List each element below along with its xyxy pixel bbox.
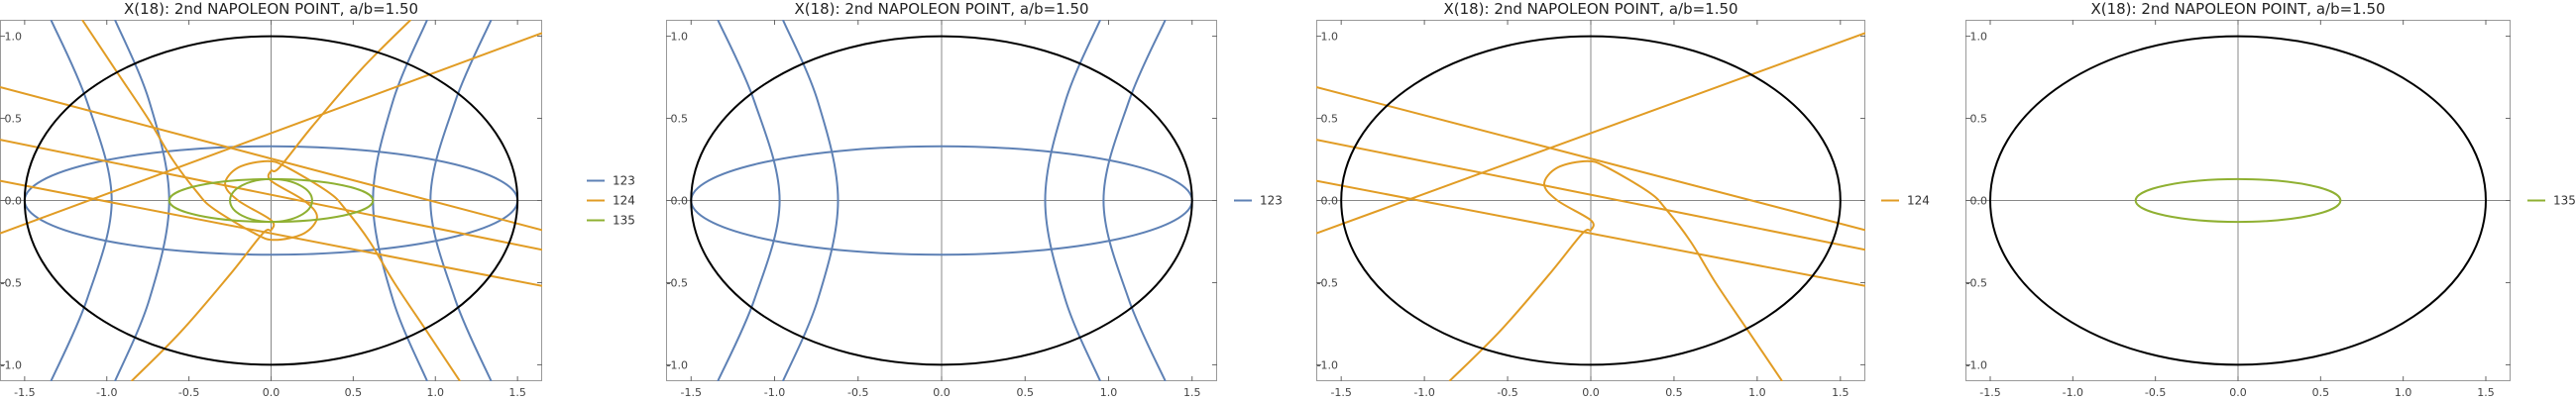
x-tick-label: 1.0 xyxy=(1100,386,1118,399)
y-tick-label: 0.5 xyxy=(1321,113,1339,126)
plot-area xyxy=(1316,32,1865,381)
series-124-line xyxy=(0,32,542,235)
legend-label-123: 123 xyxy=(613,174,635,188)
y-tick-label: 0.5 xyxy=(671,113,689,126)
chart-title: X(18): 2nd NAPOLEON POINT, a/b=1.50 xyxy=(1443,0,1737,18)
legend-label-124: 124 xyxy=(1907,194,1930,208)
legend-label-123: 123 xyxy=(1260,194,1283,208)
series-124-curve xyxy=(130,159,461,381)
x-tick-label: -1.0 xyxy=(2063,386,2083,399)
x-tick-label: -0.5 xyxy=(847,386,868,399)
legend-label-124: 124 xyxy=(613,194,635,208)
chart-title: X(18): 2nd NAPOLEON POINT, a/b=1.50 xyxy=(794,0,1088,18)
y-tick-label: -1.0 xyxy=(1966,358,1987,371)
x-tick-label: 1.0 xyxy=(427,386,445,399)
y-tick-label: 1.0 xyxy=(5,31,23,44)
legend-label-135: 135 xyxy=(613,214,635,228)
x-tick-label: -1.5 xyxy=(1979,386,2000,399)
x-tick-label: -1.0 xyxy=(764,386,785,399)
plot-area xyxy=(1989,35,2487,366)
reference-ellipse xyxy=(23,35,519,366)
y-tick-label: -1.0 xyxy=(1,358,22,371)
series-123-curve xyxy=(50,20,113,381)
series-135-ellipse-inner xyxy=(229,177,313,224)
series-124-line xyxy=(1316,86,1865,232)
y-tick-label: 1.0 xyxy=(1970,31,1988,44)
series-124-line xyxy=(1316,139,1865,251)
series-124-curve xyxy=(1448,159,1783,381)
series-124-line xyxy=(0,86,542,232)
series-123-curve xyxy=(717,20,781,381)
chart-panel-1: X(18): 2nd NAPOLEON POINT, a/b=1.50 -1.5 -… xyxy=(0,0,635,399)
y-tick-label: 0.0 xyxy=(5,195,23,208)
x-tick-label: -0.5 xyxy=(1497,386,1517,399)
series-124-line xyxy=(0,179,542,287)
x-tick-label: -1.5 xyxy=(1330,386,1351,399)
plot-area xyxy=(0,20,542,381)
series-124-line xyxy=(1316,179,1865,287)
x-tick-label: 0.5 xyxy=(1665,386,1683,399)
y-tick-label: -0.5 xyxy=(1966,276,1987,289)
y-tick-label: 1.0 xyxy=(671,31,689,44)
x-tick-label: -1.5 xyxy=(14,386,35,399)
reference-ellipse xyxy=(1340,35,1842,366)
x-tick-label: 0.5 xyxy=(345,386,363,399)
x-tick-label: -1.0 xyxy=(96,386,117,399)
chart-title: X(18): 2nd NAPOLEON POINT, a/b=1.50 xyxy=(124,0,418,18)
y-tick-label: -0.5 xyxy=(667,276,688,289)
y-tick-label: 0.5 xyxy=(5,113,23,126)
x-tick-label: 1.5 xyxy=(1183,386,1201,399)
reference-ellipse xyxy=(1989,35,2487,366)
x-tick-label: 1.0 xyxy=(2395,386,2412,399)
series-124-line xyxy=(1316,32,1865,235)
series-135-ellipse xyxy=(2134,177,2342,224)
y-tick-label: 0.5 xyxy=(1970,113,1988,126)
x-tick-label: 1.5 xyxy=(1832,386,1849,399)
series-124-curve xyxy=(81,20,412,242)
x-tick-label: 0.5 xyxy=(1016,386,1034,399)
series-123-curve xyxy=(781,20,840,381)
chart-title: X(18): 2nd NAPOLEON POINT, a/b=1.50 xyxy=(2090,0,2385,18)
y-tick-label: -1.0 xyxy=(1317,358,1338,371)
x-tick-label: 1.5 xyxy=(2477,386,2495,399)
x-tick-label: 1.5 xyxy=(508,386,526,399)
series-123-curve xyxy=(1102,20,1167,381)
chart-panel-4: X(18): 2nd NAPOLEON POINT, a/b=1.50 -1.5 -… xyxy=(1965,0,2576,399)
plot-area xyxy=(690,20,1193,381)
x-tick-label: 0.5 xyxy=(2312,386,2330,399)
chart-panel-2: X(18): 2nd NAPOLEON POINT, a/b=1.50 -1.5 -… xyxy=(666,0,1283,399)
x-tick-label: 0.0 xyxy=(2229,386,2247,399)
x-tick-label: -1.5 xyxy=(681,386,702,399)
legend-label-135: 135 xyxy=(2553,194,2576,208)
series-124-line xyxy=(0,139,542,251)
y-tick-label: 0.0 xyxy=(1321,195,1339,208)
x-tick-label: 0.0 xyxy=(933,386,951,399)
chart-panel-3: X(18): 2nd NAPOLEON POINT, a/b=1.50 -1.5 -… xyxy=(1316,0,1930,399)
y-tick-label: 0.0 xyxy=(671,195,689,208)
x-tick-label: -1.0 xyxy=(1413,386,1434,399)
x-tick-label: -0.5 xyxy=(178,386,199,399)
y-tick-label: -0.5 xyxy=(1,276,22,289)
y-tick-label: -0.5 xyxy=(1317,276,1338,289)
x-tick-label: 0.0 xyxy=(263,386,280,399)
y-tick-label: 1.0 xyxy=(1321,31,1339,44)
x-tick-label: 1.0 xyxy=(1748,386,1766,399)
reference-ellipse xyxy=(690,35,1193,366)
x-tick-label: -0.5 xyxy=(2145,386,2166,399)
x-tick-label: 0.0 xyxy=(1582,386,1600,399)
y-tick-label: -1.0 xyxy=(667,358,688,371)
y-tick-label: 0.0 xyxy=(1970,195,1988,208)
series-123-curve xyxy=(1044,20,1102,381)
